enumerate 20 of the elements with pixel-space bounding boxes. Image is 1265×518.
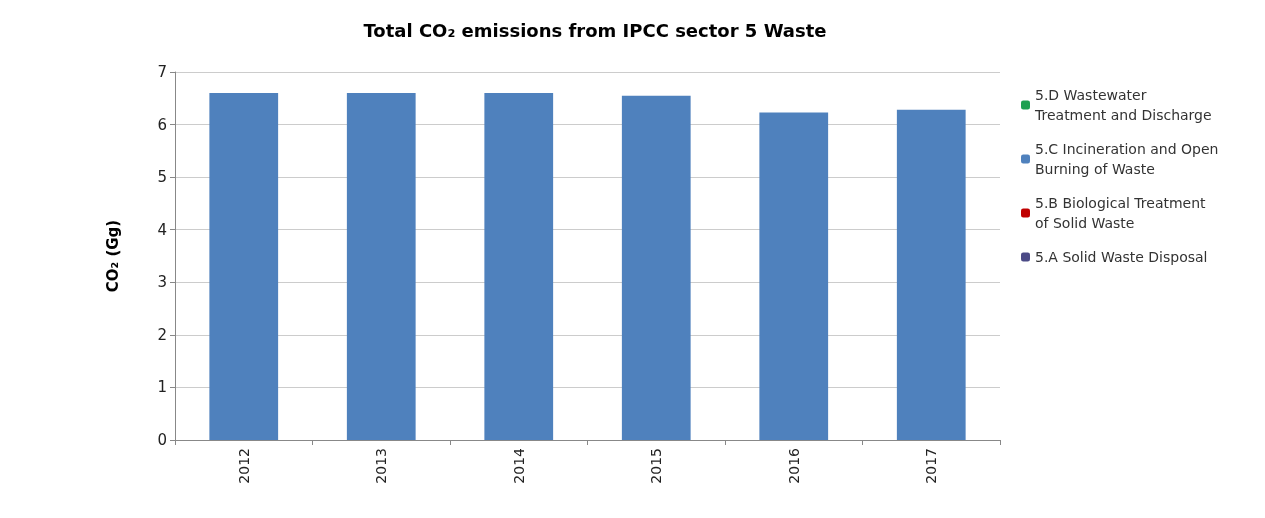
y-tick-label: 1: [157, 378, 167, 397]
y-tick-label: 4: [157, 220, 167, 239]
legend-label: 5.C Incineration and Open Burning of Waste: [1035, 141, 1223, 177]
y-tick-label: 7: [157, 63, 167, 81]
y-axis-title: CO₂ (Gg): [103, 219, 122, 293]
legend-label: 5.D Wastewater Treatment and Discharge: [1034, 87, 1212, 123]
y-tick-label: 6: [157, 115, 167, 134]
y-tick-label: 5: [157, 168, 167, 187]
x-tick-label: 2014: [510, 447, 527, 484]
legend-label: 5.A Solid Waste Disposal: [1035, 249, 1208, 265]
x-tick-label: 2013: [373, 448, 390, 484]
x-tick-label: 2012: [235, 448, 252, 484]
y-tick-label: 0: [157, 431, 167, 449]
x-tick-label: 2016: [785, 447, 802, 484]
y-tick-label: 3: [157, 273, 167, 292]
chart-title: Total CO₂ emissions from IPCC sector 5 Waste: [363, 19, 827, 41]
x-tick-label: 2015: [648, 448, 665, 484]
y-tick-label: 2: [157, 325, 167, 344]
x-tick-label: 2017: [923, 448, 940, 484]
legend-label: 5.B Biological Treatment of Solid Waste: [1035, 195, 1211, 231]
